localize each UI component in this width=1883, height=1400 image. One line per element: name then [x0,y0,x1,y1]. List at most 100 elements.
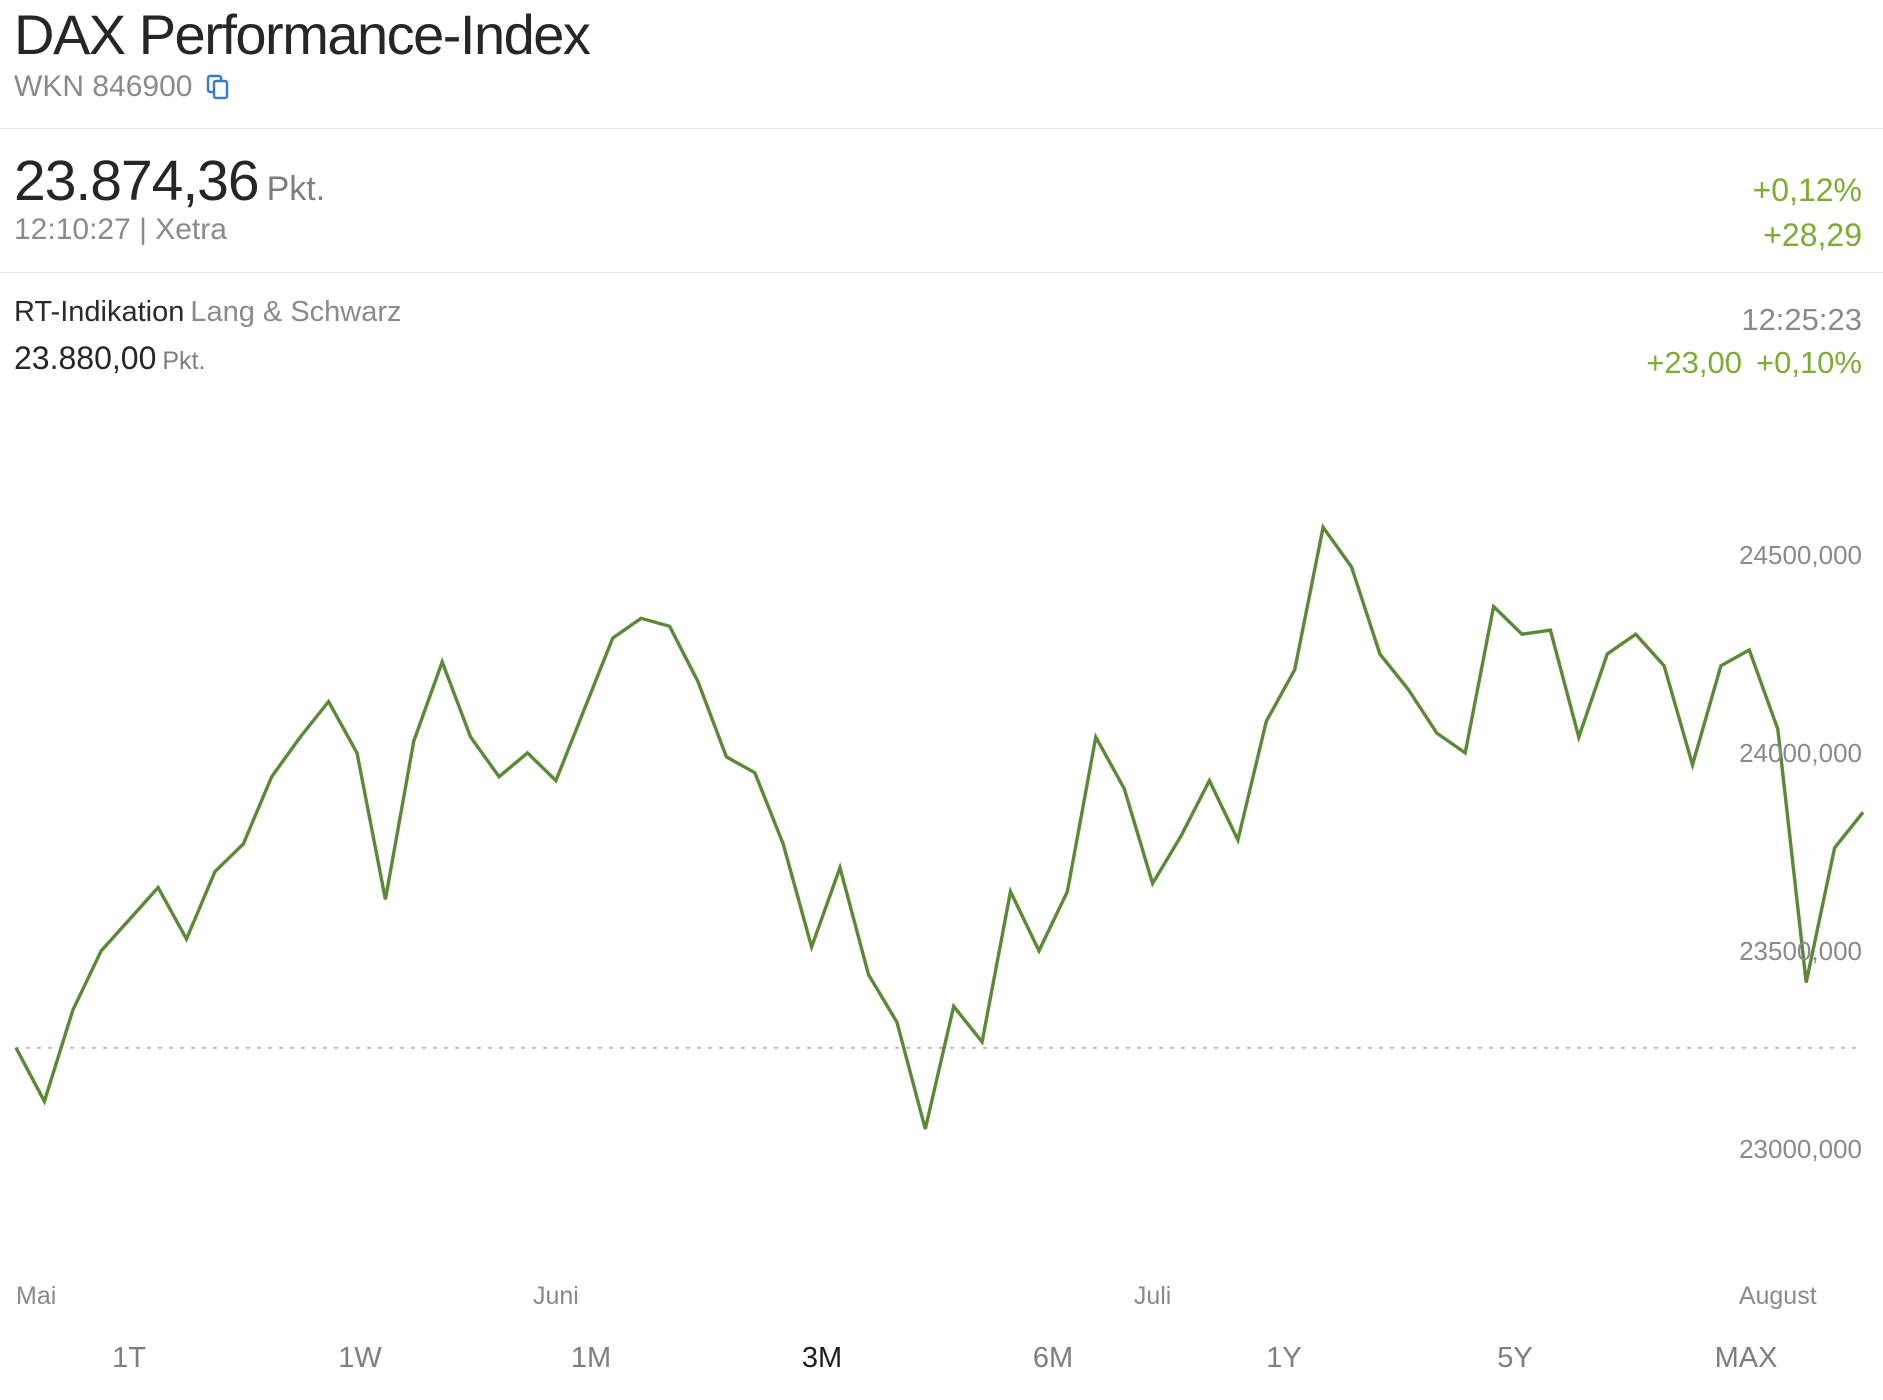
data-point [611,636,615,640]
data-point [1662,664,1666,668]
data-point [1037,949,1041,953]
wkn-label: WKN 846900 [14,70,193,103]
data-point [582,707,586,711]
series-line [14,523,1865,1130]
data-point [895,1020,899,1024]
data-point [781,842,785,846]
data-point [1861,810,1865,814]
data-point [1122,787,1126,791]
range-button-1y[interactable]: 1Y [1266,1342,1302,1374]
price-chart[interactable]: 24500,000 24000,000 23500,000 23000,000 Mai… [0,400,1883,1330]
range-button-6m[interactable]: 6M [1032,1342,1074,1374]
data-point [1435,731,1439,735]
range-button-1w[interactable]: 1W [338,1342,382,1374]
data-point [42,1099,46,1103]
data-point [639,616,643,620]
quote-price: 23.874,36 Pkt. [14,148,325,214]
data-point [867,973,871,977]
data-point [497,775,501,779]
data-point [1577,735,1581,739]
indication-price-value: 23.880,00 [14,340,157,376]
data-point [952,1004,956,1008]
price-value: 23.874,36 [14,149,260,213]
quote-change: +0,12% +28,29 [1753,168,1862,258]
data-point [1321,525,1325,529]
x-axis-label: Mai [16,1282,56,1310]
data-point [554,779,558,783]
divider [0,272,1883,273]
y-tick-label: 23500,000 [1739,936,1862,966]
data-point [185,937,189,941]
data-point [980,1040,984,1044]
indication-time: 12:25:23 [1741,302,1862,337]
data-point [1094,735,1098,739]
data-point [1406,688,1410,692]
x-axis-label: Juli [1134,1282,1172,1310]
indication-label: RT-Indikation Lang & Schwarz [14,296,402,329]
data-point [1804,981,1808,985]
data-point [1350,565,1354,569]
change-percent: +0,12% [1752,172,1862,208]
y-tick-label: 24000,000 [1739,738,1862,768]
data-point [1719,664,1723,668]
data-point [241,842,245,846]
indication-name: RT-Indikation [14,296,185,328]
data-point [1179,834,1183,838]
range-button-max[interactable]: MAX [1714,1342,1778,1374]
data-point [810,945,814,949]
data-point [1009,890,1013,894]
data-point [1833,846,1837,850]
indication-change: +23,00 +0,10% [1646,345,1862,381]
y-tick-label: 24500,000 [1739,540,1862,570]
x-axis-label: Juni [533,1282,579,1310]
data-point [923,1127,927,1131]
data-point [1236,838,1240,842]
indication-price: 23.880,00 Pkt. [14,340,205,377]
copy-icon[interactable] [206,74,230,100]
data-point [412,739,416,743]
data-point [753,771,757,775]
data-point [156,886,160,890]
data-point [383,897,387,901]
data-point [213,870,217,874]
data-point [1634,632,1638,636]
data-point [355,751,359,755]
data-point [298,735,302,739]
data-point [1747,648,1751,652]
wkn-row: WKN 846900 [14,70,230,104]
data-point [469,735,473,739]
indication-source: Lang & Schwarz [190,296,402,328]
data-point [270,775,274,779]
data-point [1520,632,1524,636]
x-axis-label: August [1739,1282,1817,1310]
data-point [1605,652,1609,656]
data-point [1776,727,1780,731]
data-point [1065,890,1069,894]
data-point [838,866,842,870]
y-tick-label: 23000,000 [1739,1134,1862,1164]
indication-change-absolute: +23,00 [1646,345,1742,380]
data-point [1264,719,1268,723]
divider [0,128,1883,129]
data-point [14,1046,18,1050]
range-button-5y[interactable]: 5Y [1497,1342,1533,1374]
change-absolute: +28,29 [1763,217,1862,253]
range-button-3m[interactable]: 3M [801,1342,843,1374]
data-point [724,755,728,759]
data-point [668,624,672,628]
data-point [1548,628,1552,632]
data-point [526,751,530,755]
data-point [1293,668,1297,672]
data-point [1378,652,1382,656]
data-point [99,949,103,953]
time-range-selector: 1T 1W 1M 3M 6M 1Y 5Y MAX [0,1342,1883,1388]
data-point [1463,751,1467,755]
range-button-1t[interactable]: 1T [112,1342,146,1374]
page-title: DAX Performance-Index [14,3,591,66]
data-point [1151,882,1155,886]
indication-price-unit: Pkt. [162,347,206,375]
range-button-1m[interactable]: 1M [570,1342,612,1374]
price-unit: Pkt. [266,170,326,208]
data-point [696,680,700,684]
